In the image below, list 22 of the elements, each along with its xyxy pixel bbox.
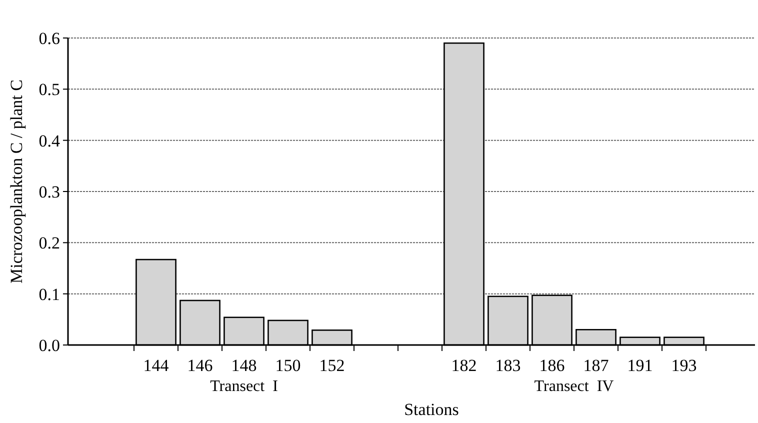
y-tick-label: 0.6: [38, 28, 60, 48]
x-tick-label: 150: [275, 356, 301, 375]
y-tick-label: 0.5: [38, 80, 60, 100]
y-tick-label: 0.0: [38, 336, 60, 355]
x-tick-label: 152: [319, 356, 345, 375]
x-tick-label: 191: [627, 356, 653, 375]
x-tick-label: 186: [539, 356, 565, 375]
x-tick-label: 193: [671, 356, 697, 375]
x-tick-label: 148: [231, 356, 257, 375]
x-tick-label: 144: [143, 356, 170, 375]
x-axis-title: Stations: [404, 400, 459, 419]
y-tick-label: 0.2: [38, 234, 60, 253]
text: Transect I: [210, 378, 278, 395]
x-tick-label: 182: [451, 356, 477, 375]
y-tick-label: 0.1: [38, 284, 60, 304]
y-tick-label: 0.3: [38, 182, 60, 202]
y-axis-title: Microzooplankton C / plant C: [7, 80, 26, 284]
x-tick-label: 183: [495, 356, 521, 375]
text: Transect IV: [534, 378, 614, 395]
y-tick-label: 0.4: [38, 131, 60, 150]
x-tick-label: 146: [187, 356, 213, 375]
x-tick-label: 187: [583, 356, 610, 375]
